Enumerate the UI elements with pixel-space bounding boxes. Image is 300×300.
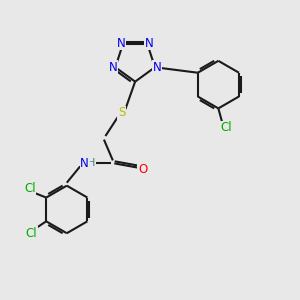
Text: H: H xyxy=(87,158,96,168)
Text: S: S xyxy=(118,106,125,119)
Text: Cl: Cl xyxy=(24,182,36,195)
Text: N: N xyxy=(80,157,89,170)
Text: Cl: Cl xyxy=(26,227,37,240)
Text: N: N xyxy=(109,61,117,74)
Text: O: O xyxy=(138,163,147,176)
Text: N: N xyxy=(117,37,126,50)
Text: Cl: Cl xyxy=(220,121,232,134)
Text: N: N xyxy=(153,61,162,74)
Text: N: N xyxy=(145,37,153,50)
